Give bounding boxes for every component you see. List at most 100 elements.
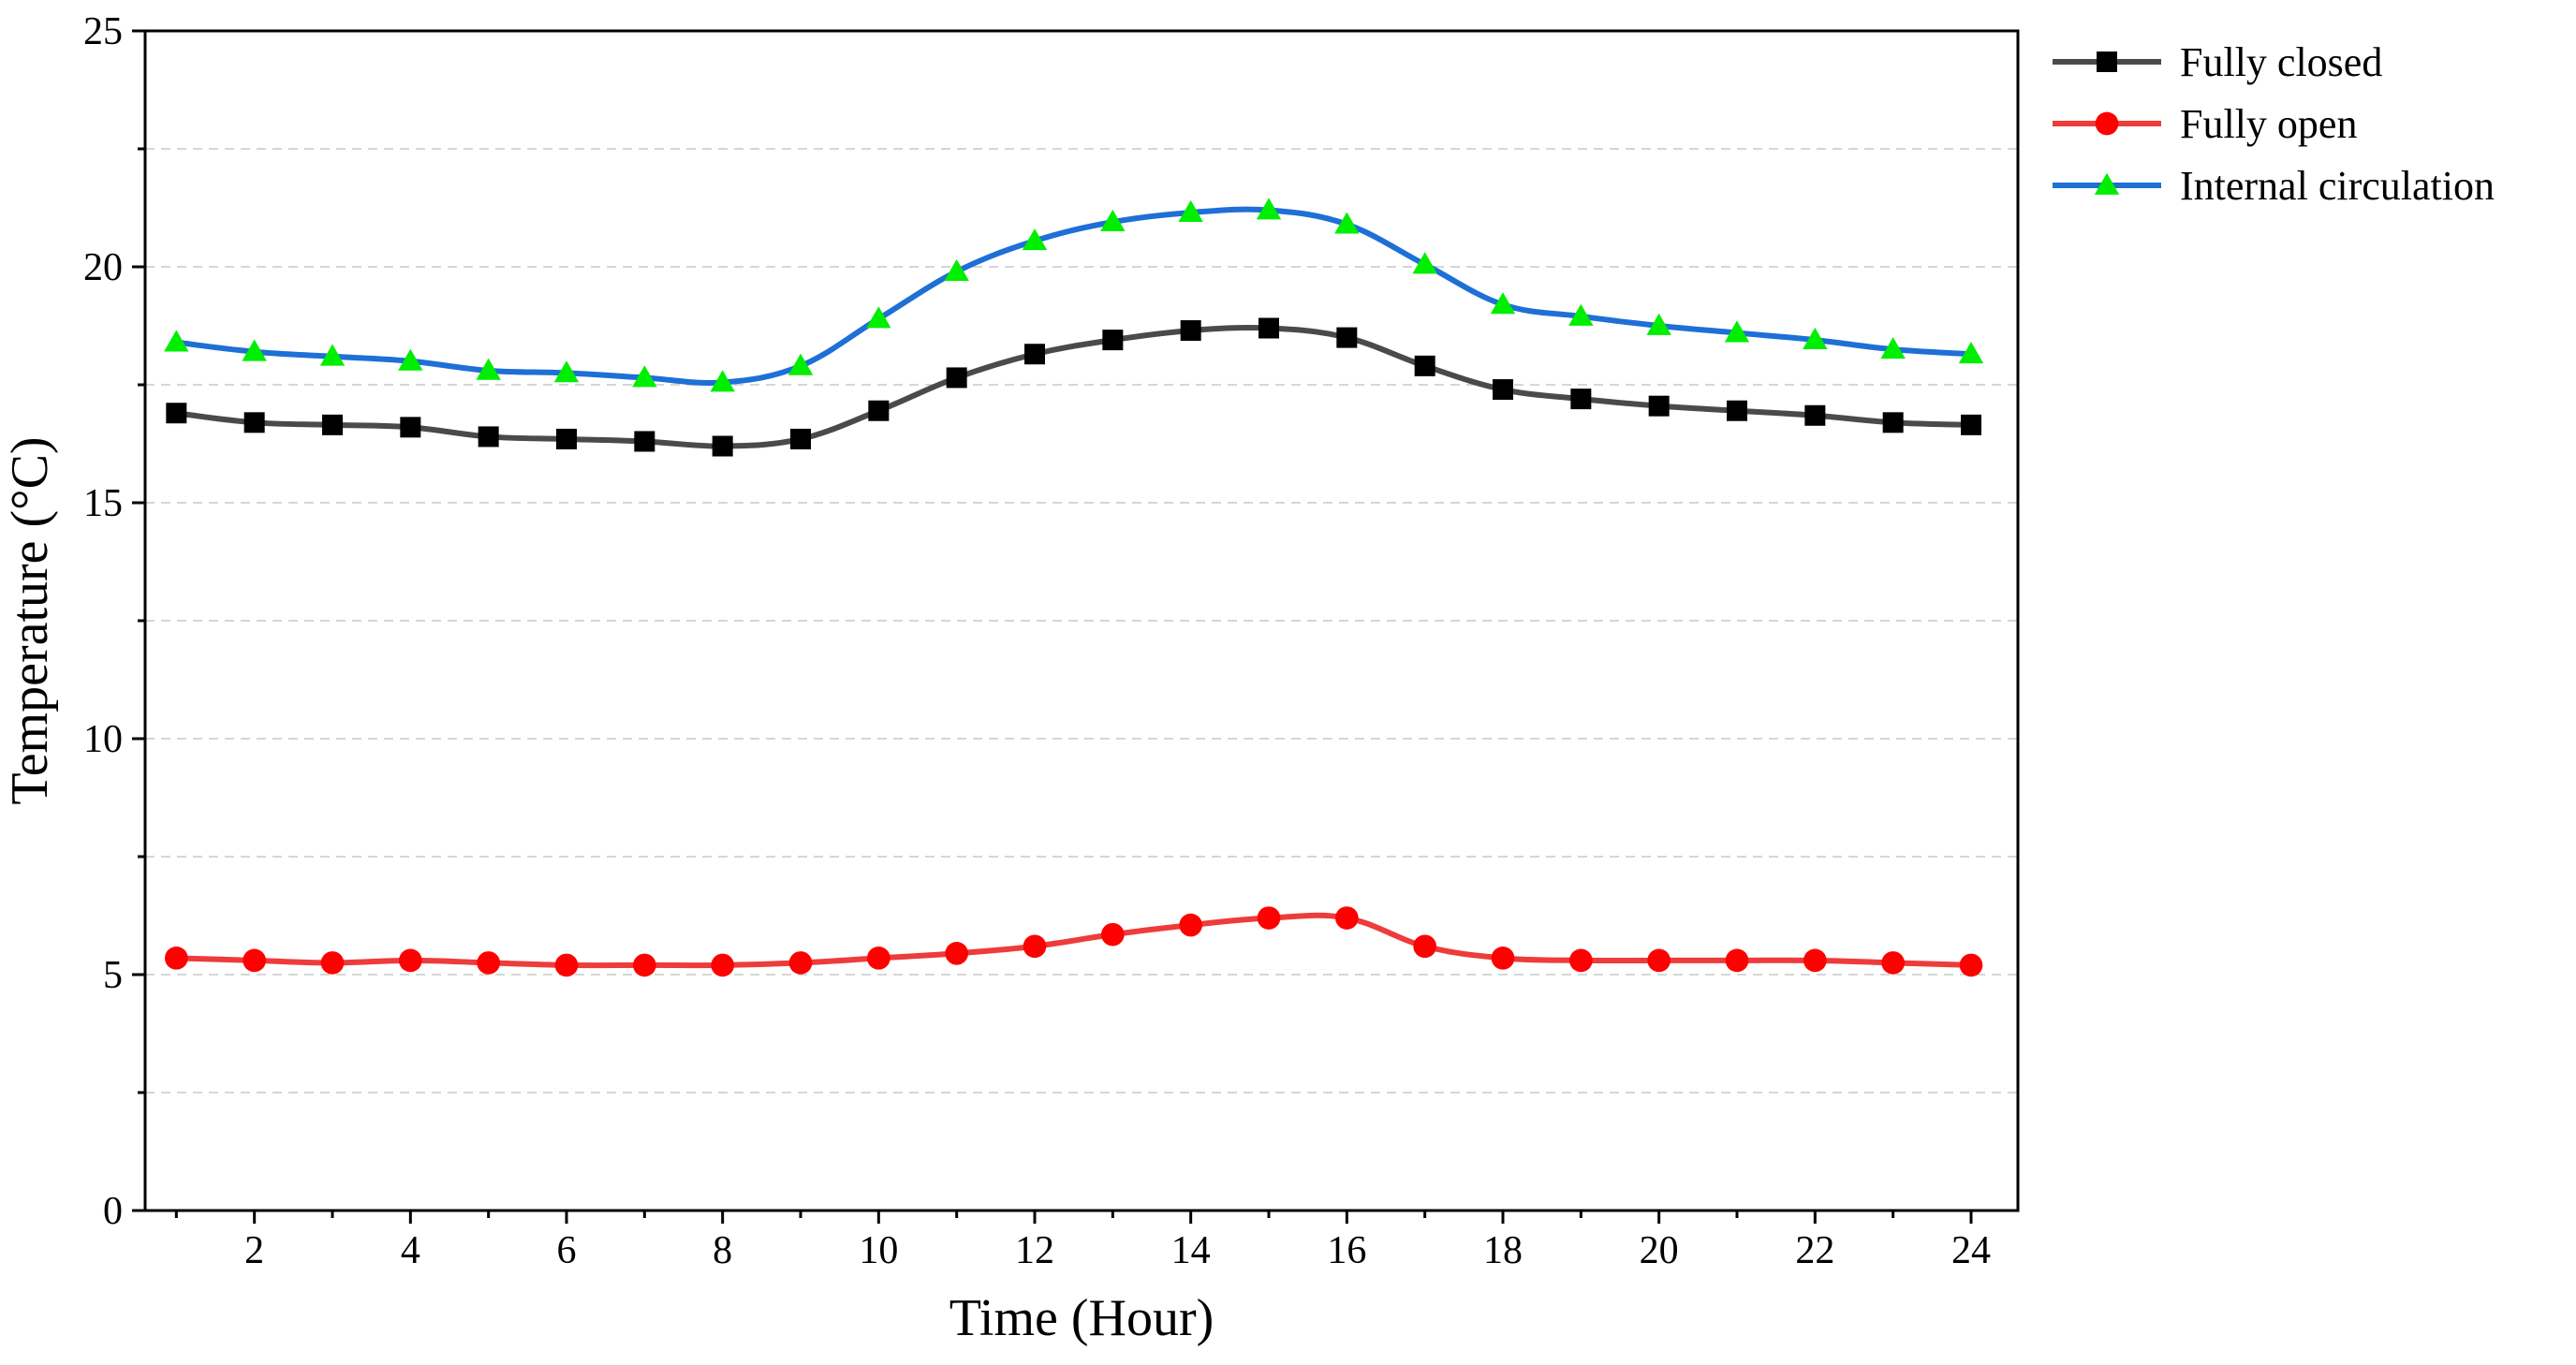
data-point	[867, 947, 891, 970]
data-point	[1491, 947, 1515, 970]
data-point	[322, 414, 343, 435]
data-point	[1024, 344, 1045, 365]
x-tick-label: 6	[557, 1229, 577, 1272]
data-point	[166, 403, 187, 424]
data-point	[633, 953, 656, 977]
data-point	[1334, 212, 1360, 234]
x-tick-label: 4	[401, 1229, 420, 1272]
data-point	[1959, 953, 1983, 977]
data-point	[554, 953, 579, 977]
plot-frame	[143, 29, 2020, 1212]
x-tick-label: 14	[1171, 1229, 1211, 1272]
y-tick-label: 0	[103, 1190, 123, 1233]
data-point	[1259, 317, 1279, 339]
data-point	[946, 367, 967, 389]
data-point	[400, 417, 421, 438]
data-point	[1179, 913, 1202, 937]
data-point	[476, 358, 501, 380]
data-point	[1412, 252, 1437, 274]
data-point	[1958, 342, 1984, 364]
data-point	[1570, 389, 1592, 410]
data-point	[1569, 948, 1593, 973]
data-point	[1414, 355, 1435, 376]
data-point	[1724, 320, 1750, 343]
x-tick-label: 22	[1795, 1229, 1834, 1272]
data-point	[788, 353, 814, 375]
legend-swatch-marker	[2095, 111, 2119, 136]
legend-swatch-marker	[2094, 172, 2120, 195]
data-point	[1180, 320, 1201, 342]
series-internal-circulation	[164, 198, 1984, 392]
legend-label: Internal circulation	[2180, 163, 2495, 209]
x-tick-label: 8	[713, 1229, 732, 1272]
data-point	[319, 344, 346, 366]
data-point	[1568, 303, 1594, 326]
x-tick-label: 18	[1483, 1229, 1523, 1272]
data-point	[1256, 198, 1282, 220]
data-point	[1100, 209, 1126, 232]
series-fully-open	[165, 906, 1983, 977]
series-line	[175, 325, 1972, 449]
y-tick-label: 20	[83, 246, 123, 289]
data-point	[1490, 292, 1516, 315]
y-tick-label: 25	[83, 10, 123, 53]
data-point	[1727, 400, 1747, 421]
y-tick-label: 5	[103, 954, 123, 997]
data-point	[1336, 327, 1358, 348]
data-point	[556, 428, 577, 449]
data-point	[478, 426, 499, 448]
y-axis-title: Temperature (°C)	[1, 436, 59, 804]
data-point	[1803, 948, 1827, 973]
data-point	[1725, 948, 1749, 973]
data-point	[477, 951, 500, 975]
data-point	[944, 258, 969, 281]
data-point	[1102, 330, 1124, 351]
legend-item: Internal circulation	[2053, 163, 2495, 209]
data-point	[1257, 906, 1281, 930]
data-point	[1101, 922, 1125, 947]
data-point	[164, 330, 189, 352]
data-point	[399, 948, 422, 973]
data-point	[165, 947, 188, 970]
data-point	[945, 942, 968, 965]
data-point	[1493, 379, 1513, 401]
data-point	[790, 428, 811, 449]
data-point	[1022, 228, 1048, 251]
data-point	[711, 953, 734, 977]
grid-lines	[145, 148, 2018, 1093]
data-point	[710, 370, 735, 392]
series-fully-closed	[166, 317, 1981, 457]
data-point	[1648, 395, 1670, 417]
data-point	[868, 400, 890, 421]
data-point	[1880, 337, 1906, 360]
data-point	[243, 412, 265, 433]
x-axis-title: Time (Hour)	[949, 1289, 1214, 1347]
data-point	[242, 339, 267, 361]
data-point	[1335, 906, 1359, 930]
series-line	[175, 206, 1972, 387]
data-series	[164, 198, 1984, 977]
data-point	[243, 948, 266, 973]
data-point	[866, 306, 891, 329]
data-point	[553, 360, 580, 383]
data-point	[1961, 414, 1981, 435]
x-tick-label: 24	[1951, 1229, 1991, 1272]
legend-swatch-marker	[2097, 51, 2117, 72]
x-tick-label: 20	[1640, 1229, 1679, 1272]
data-point	[634, 431, 655, 452]
data-point	[1804, 404, 1826, 426]
x-tick-label: 16	[1327, 1229, 1366, 1272]
x-tick-label: 10	[859, 1229, 898, 1272]
x-tick-label: 2	[244, 1229, 264, 1272]
data-point	[1178, 199, 1203, 222]
data-point	[632, 365, 657, 388]
data-point	[320, 951, 345, 975]
y-tick-label: 10	[83, 718, 123, 761]
legend-item: Fully closed	[2053, 39, 2382, 85]
legend-item: Fully open	[2053, 101, 2357, 147]
data-point	[1881, 951, 1905, 975]
legend-label: Fully closed	[2180, 39, 2382, 85]
legend-label: Fully open	[2180, 101, 2357, 147]
